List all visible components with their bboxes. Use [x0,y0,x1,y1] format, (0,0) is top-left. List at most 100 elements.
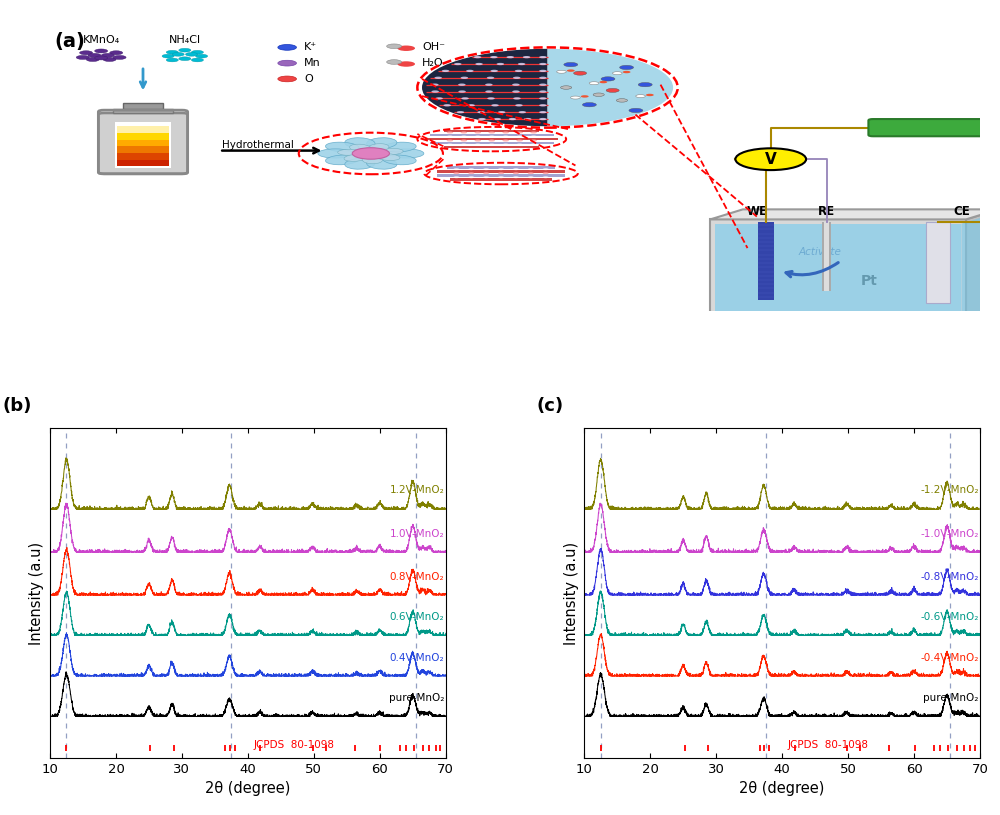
Circle shape [458,90,466,93]
Circle shape [539,90,547,93]
Bar [117,147,169,153]
Circle shape [487,97,495,99]
Circle shape [443,104,451,107]
Text: JCPDS  80-1098: JCPDS 80-1098 [254,740,335,751]
Circle shape [431,90,439,93]
Circle shape [601,77,615,81]
Circle shape [162,55,174,58]
Circle shape [513,169,519,170]
Circle shape [539,63,547,65]
Circle shape [196,55,208,58]
Circle shape [461,97,469,99]
Bar [447,166,555,169]
Circle shape [498,169,504,170]
Circle shape [490,56,498,59]
Circle shape [528,169,534,170]
Circle shape [483,172,489,174]
Circle shape [483,176,489,178]
Bar [425,138,558,140]
X-axis label: 2θ (degree): 2θ (degree) [739,782,825,796]
Circle shape [475,143,481,146]
Text: Pt: Pt [860,275,877,289]
Bar [437,174,565,177]
Wedge shape [422,49,548,126]
Text: O: O [304,74,313,84]
Circle shape [166,58,178,62]
Circle shape [589,82,599,85]
Circle shape [488,139,495,142]
Circle shape [490,70,498,72]
Circle shape [447,139,453,142]
Circle shape [485,90,493,93]
Circle shape [461,77,468,79]
Bar [117,153,169,160]
Circle shape [571,96,580,99]
Ellipse shape [326,155,359,165]
Bar [113,109,173,113]
Circle shape [539,56,547,59]
Circle shape [278,76,296,82]
Circle shape [564,63,578,67]
Circle shape [502,139,509,142]
Circle shape [539,70,547,72]
Bar [430,134,554,136]
Ellipse shape [389,149,424,158]
Circle shape [567,69,575,72]
Circle shape [636,95,645,98]
Circle shape [530,143,537,146]
Circle shape [502,135,509,138]
Bar [117,160,169,166]
Circle shape [461,143,467,146]
Bar [123,104,163,109]
Ellipse shape [345,158,375,170]
Text: pure-MnO₂: pure-MnO₂ [923,694,979,703]
Circle shape [528,172,534,174]
Bar [117,133,169,139]
Ellipse shape [367,138,397,148]
Text: (b): (b) [3,397,32,415]
Circle shape [80,51,93,55]
Circle shape [101,53,114,57]
Circle shape [457,111,464,113]
Circle shape [491,104,499,107]
Circle shape [179,57,191,60]
Circle shape [278,60,296,66]
Text: Mn: Mn [304,58,321,68]
Text: V: V [765,152,777,167]
Ellipse shape [338,149,364,156]
Circle shape [530,131,537,134]
Text: Hydrothermal: Hydrothermal [222,140,294,150]
Circle shape [454,63,462,65]
Ellipse shape [383,155,416,165]
Y-axis label: Intensity (a.u): Intensity (a.u) [564,541,579,645]
Circle shape [523,56,530,59]
Text: RE: RE [818,205,835,218]
Circle shape [497,63,504,65]
Bar [117,139,169,147]
Circle shape [95,56,108,60]
Circle shape [616,99,628,102]
Circle shape [447,131,453,134]
Circle shape [513,77,520,79]
Circle shape [516,143,523,146]
Circle shape [474,56,481,59]
FancyBboxPatch shape [98,113,188,174]
Ellipse shape [378,148,403,155]
Circle shape [487,77,494,79]
Circle shape [485,83,493,86]
Circle shape [387,59,402,64]
Ellipse shape [368,143,389,152]
Circle shape [453,172,459,174]
Bar [450,178,552,181]
Polygon shape [961,214,994,319]
Text: 0.8V-MnO₂: 0.8V-MnO₂ [390,571,444,582]
Circle shape [519,111,526,113]
Text: Activate: Activate [799,247,841,258]
Polygon shape [966,209,999,323]
Polygon shape [715,223,961,319]
Text: 0.4V-MnO₂: 0.4V-MnO₂ [390,653,444,663]
Circle shape [475,63,483,65]
Circle shape [475,139,481,142]
Circle shape [453,169,459,170]
Ellipse shape [344,154,368,161]
